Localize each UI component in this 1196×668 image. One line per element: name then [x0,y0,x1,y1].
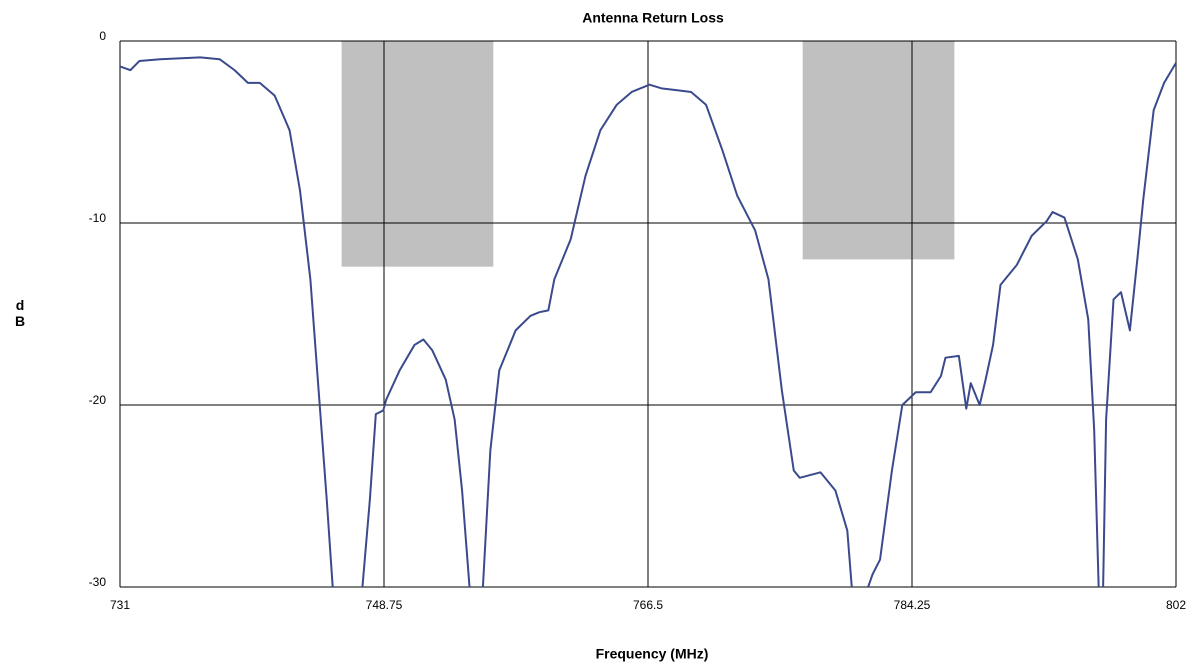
x-axis-label: Frequency (MHz) [596,646,709,662]
y-tick-label: -30 [89,575,107,589]
y-tick-label: -20 [89,393,107,407]
shaded-band [341,41,494,267]
x-tick-label: 802 [1166,598,1186,612]
x-tick-label: 766.5 [633,598,663,612]
data-line [120,56,1176,587]
x-tick-label: 731 [110,598,130,612]
x-tick-label: 748.75 [366,598,403,612]
y-tick-label: 0 [99,29,106,43]
shaded-band [802,41,955,260]
chart-title: Antenna Return Loss [582,10,724,26]
y-tick-label: -10 [89,211,107,225]
x-tick-label: 784.25 [894,598,931,612]
y-axis-label: dB [12,297,28,329]
